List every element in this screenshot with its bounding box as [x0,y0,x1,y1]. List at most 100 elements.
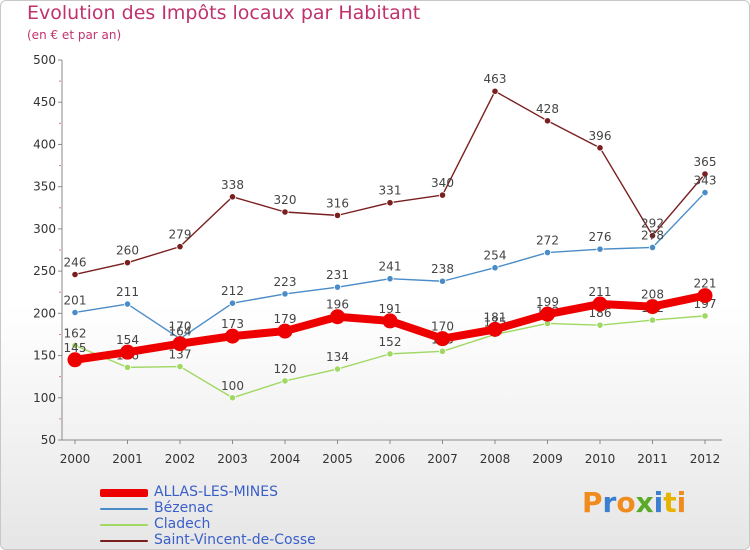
data-point [228,394,237,402]
data-point [67,352,83,368]
data-point [648,243,657,252]
data-label: 137 [169,348,192,362]
x-tick-label: 2008 [480,452,511,466]
x-tick-label: 2010 [585,452,616,466]
data-point [491,87,499,95]
data-label: 223 [274,275,297,289]
data-point [333,365,342,373]
data-point [701,188,709,197]
data-point [176,362,184,371]
data-point [228,299,237,307]
data-point [281,290,289,298]
legend-swatch [100,489,148,497]
data-point [596,144,604,152]
x-tick-label: 2012 [690,452,721,466]
data-point [438,277,447,285]
data-label: 199 [536,295,559,309]
data-label: 152 [379,335,402,349]
logo-letter: o [616,486,636,519]
data-label: 272 [536,234,559,248]
data-label: 134 [326,350,349,364]
data-label: 173 [221,317,244,331]
y-tick-label: 200 [33,306,56,320]
data-point [228,193,237,201]
data-label: 211 [589,285,612,299]
data-label: 246 [64,255,87,269]
data-point [123,259,132,267]
data-label: 212 [221,284,244,298]
y-tick-label: 400 [33,137,56,151]
data-label: 316 [326,196,349,210]
data-point [333,211,342,219]
logo-letter: r [602,486,617,519]
x-tick-label: 2002 [165,452,196,466]
data-label: 238 [431,262,454,276]
data-point [438,347,447,355]
x-tick-label: 2005 [322,452,353,466]
y-tick-label: 50 [41,433,56,447]
data-label: 320 [274,193,297,207]
data-label: 365 [694,155,717,169]
data-point [543,117,552,125]
legend-swatch [100,508,148,510]
legend-label: Saint-Vincent-de-Cosse [154,532,316,548]
data-label: 338 [221,178,244,192]
data-point [648,316,657,324]
data-label: 201 [64,293,87,307]
chart-subtitle: (en € et par an) [27,28,122,42]
data-label: 164 [169,325,192,339]
data-label: 170 [431,320,454,334]
data-label: 241 [379,260,402,274]
data-label: 120 [274,362,297,376]
data-point [172,336,188,352]
data-point [71,308,79,317]
data-label: 211 [116,285,139,299]
data-label: 181 [484,310,507,324]
data-label: 154 [116,333,139,347]
y-tick-label: 300 [33,222,56,236]
data-point [71,341,79,350]
data-point [386,199,394,207]
x-tick-label: 2001 [112,452,143,466]
data-label: 191 [379,302,402,316]
legend-swatch [100,540,148,542]
y-tick-label: 450 [33,95,56,109]
data-point [701,170,709,178]
data-label: 331 [379,184,402,198]
data-label: 463 [484,72,507,86]
logo-letter: t [663,486,677,519]
y-tick-label: 150 [33,349,56,363]
logo-letter: x [635,486,654,519]
x-tick-label: 2009 [532,452,563,466]
data-label: 231 [326,268,349,282]
x-tick-label: 2011 [637,452,668,466]
logo-letter: P [582,486,603,519]
data-point [648,232,657,240]
data-point [596,245,604,253]
data-label: 292 [641,217,664,231]
data-label: 186 [589,306,612,320]
legend-label: Cladech [154,516,211,532]
data-label: 162 [64,326,87,340]
data-point [123,300,132,308]
data-label: 179 [274,312,297,326]
x-tick-label: 2004 [270,452,301,466]
data-point [645,299,660,315]
data-label: 260 [116,244,139,258]
data-label: 170 [169,320,192,334]
data-label: 396 [589,129,612,143]
legend-label: ALLAS-LES-MINES [154,484,279,500]
data-point [225,328,240,344]
data-point [438,191,447,199]
y-tick-label: 100 [33,391,56,405]
data-point [487,321,503,337]
data-label: 100 [221,379,244,393]
y-tick-label: 350 [33,180,56,194]
data-point [123,363,132,371]
data-label: 278 [641,228,664,242]
data-point [382,313,398,329]
y-tick-label: 250 [33,264,56,278]
data-label: 276 [589,230,612,244]
x-tick-label: 2003 [217,452,248,466]
